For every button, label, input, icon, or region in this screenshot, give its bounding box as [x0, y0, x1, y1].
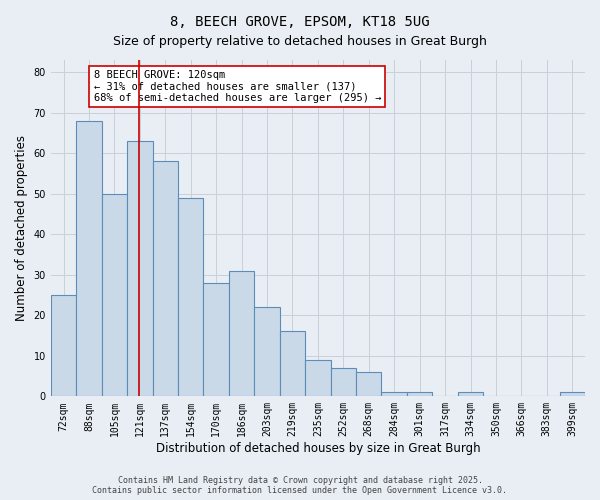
Bar: [76, 121, 101, 396]
Bar: [305, 360, 331, 397]
Bar: [356, 372, 382, 396]
Bar: [178, 198, 203, 396]
Bar: [254, 307, 280, 396]
Bar: [560, 392, 585, 396]
Bar: [331, 368, 356, 396]
Bar: [101, 194, 127, 396]
Y-axis label: Number of detached properties: Number of detached properties: [15, 135, 28, 321]
Bar: [152, 162, 178, 396]
Bar: [51, 295, 76, 396]
Text: 8, BEECH GROVE, EPSOM, KT18 5UG: 8, BEECH GROVE, EPSOM, KT18 5UG: [170, 15, 430, 29]
X-axis label: Distribution of detached houses by size in Great Burgh: Distribution of detached houses by size …: [155, 442, 480, 455]
Bar: [203, 283, 229, 397]
Bar: [127, 141, 152, 397]
Text: Contains HM Land Registry data © Crown copyright and database right 2025.
Contai: Contains HM Land Registry data © Crown c…: [92, 476, 508, 495]
Bar: [458, 392, 483, 396]
Text: Size of property relative to detached houses in Great Burgh: Size of property relative to detached ho…: [113, 35, 487, 48]
Bar: [229, 270, 254, 396]
Text: 8 BEECH GROVE: 120sqm
← 31% of detached houses are smaller (137)
68% of semi-det: 8 BEECH GROVE: 120sqm ← 31% of detached …: [94, 70, 381, 103]
Bar: [382, 392, 407, 396]
Bar: [280, 332, 305, 396]
Bar: [407, 392, 433, 396]
